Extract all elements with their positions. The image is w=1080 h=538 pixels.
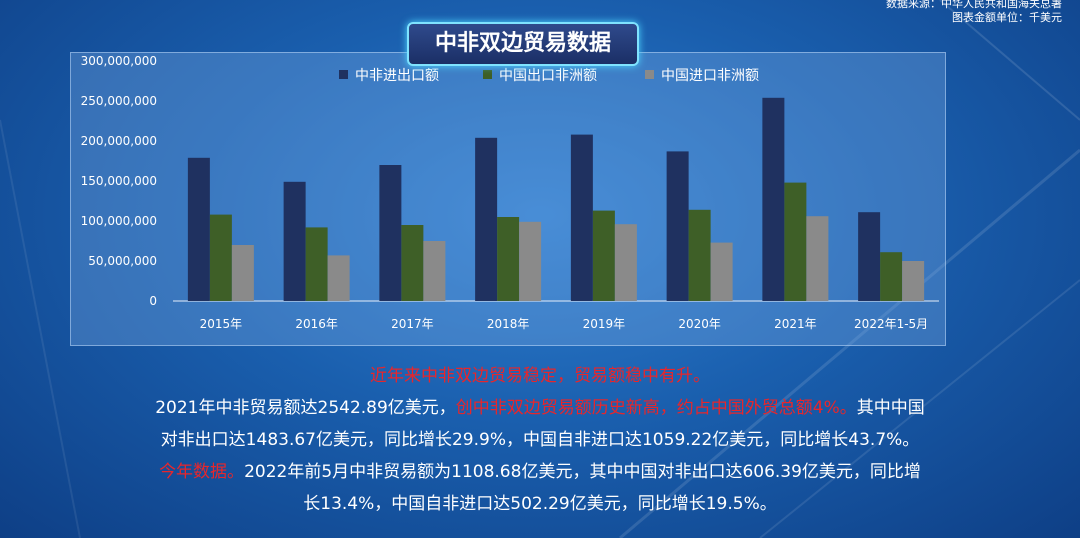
bar-export (305, 227, 328, 301)
x-tick-label: 2016年 (295, 317, 338, 331)
y-tick-label: 100,000,000 (81, 214, 157, 228)
data-source-note: 数据来源：中华人民共和国海关总署 图表金额单位：千美元 (886, 0, 1062, 25)
bar-import (519, 221, 542, 301)
summary-highlight: 创中非双边贸易额历史新高，约占中国外贸总额4%。 (455, 398, 857, 418)
bar-total (187, 157, 210, 301)
bar-export (401, 225, 424, 301)
y-tick-label: 300,000,000 (81, 54, 157, 68)
chart-title: 中非双边贸易数据 (407, 22, 639, 66)
y-tick-label: 250,000,000 (81, 94, 157, 108)
bar-import (614, 224, 637, 301)
bar-export (592, 210, 615, 301)
x-tick-label: 2017年 (391, 317, 434, 331)
legend-label: 中国出口非洲额 (499, 68, 597, 84)
y-tick-label: 150,000,000 (81, 174, 157, 188)
legend-swatch (645, 70, 654, 79)
x-tick-label: 2020年 (678, 317, 721, 331)
x-tick-label: 2019年 (583, 317, 626, 331)
chart-panel: 0 50,000,000 100,000,000 150,000,000 200,000… (70, 52, 946, 346)
summary-line-5: 长13.4%，中国自非进口达502.29亿美元，同比增长19.5%。 (303, 494, 777, 514)
legend-swatch (339, 70, 348, 79)
summary-line-2: 2021年中非贸易额达2542.89亿美元，创中非双边贸易额历史新高，约占中国外… (0, 392, 1080, 424)
legend-label: 中国进口非洲额 (661, 68, 759, 84)
summary-text: 近年来中非双边贸易稳定，贸易额稳中有升。 2021年中非贸易额达2542.89亿… (0, 360, 1080, 520)
bar-export (784, 182, 807, 301)
summary-line-1: 近年来中非双边贸易稳定，贸易额稳中有升。 (370, 366, 710, 386)
summary-highlight: 今年数据。 (159, 462, 245, 482)
bar-import (423, 241, 446, 301)
summary-text-segment: 2021年中非贸易额达2542.89亿美元， (155, 398, 456, 418)
legend-label: 中非进出口额 (355, 68, 439, 84)
bar-import (710, 242, 733, 301)
bar-total (762, 97, 785, 301)
bar-total (570, 134, 593, 301)
bar-export (497, 217, 520, 301)
source-line: 数据来源：中华人民共和国海关总署 (886, 0, 1062, 10)
summary-text-segment: 其中中国 (856, 398, 925, 418)
bar-export (209, 214, 232, 301)
summary-line-3: 对非出口达1483.67亿美元，同比增长29.9%，中国自非进口达1059.22… (160, 430, 920, 450)
y-tick-label: 0 (149, 294, 157, 308)
x-tick-label: 2022年1-5月 (854, 317, 928, 331)
bar-total (379, 165, 402, 301)
bar-export (880, 252, 903, 301)
x-tick-label: 2015年 (200, 317, 243, 331)
bar-export (688, 209, 711, 301)
unit-line: 图表金额单位：千美元 (952, 11, 1062, 24)
summary-text-segment: 2022年前5月中非贸易额为1108.68亿美元，其中中国对非出口达606.39… (244, 462, 921, 482)
legend-swatch (483, 70, 492, 79)
bar-total (858, 212, 881, 301)
bar-total (666, 151, 689, 301)
bar-import (231, 245, 254, 301)
y-tick-label: 50,000,000 (88, 254, 157, 268)
bar-total (475, 137, 498, 301)
bar-chart: 0 50,000,000 100,000,000 150,000,000 200,000… (81, 54, 939, 331)
bar-total (283, 181, 306, 301)
summary-line-4: 今年数据。2022年前5月中非贸易额为1108.68亿美元，其中中国对非出口达6… (0, 456, 1080, 488)
x-tick-label: 2021年 (774, 317, 817, 331)
bar-import (806, 216, 829, 301)
bar-import (902, 261, 925, 301)
bar-import (327, 255, 350, 301)
y-tick-label: 200,000,000 (81, 134, 157, 148)
x-tick-label: 2018年 (487, 317, 530, 331)
